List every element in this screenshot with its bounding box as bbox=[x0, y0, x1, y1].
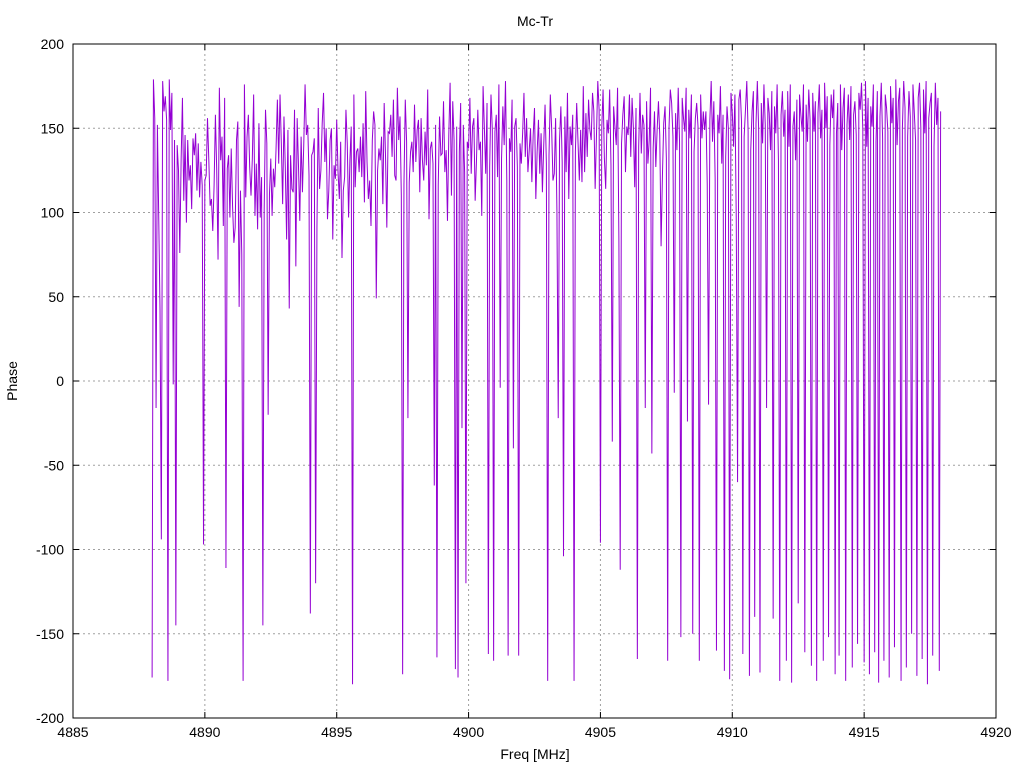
phase-series-line bbox=[151, 79, 942, 685]
y-tick-label: 150 bbox=[41, 120, 65, 136]
chart-title: Mc-Tr bbox=[517, 13, 553, 29]
y-tick-label: -150 bbox=[36, 626, 64, 642]
x-axis-ticks: 4885 4890 4895 4900 4905 4910 4915 4920 bbox=[57, 44, 1012, 740]
y-tick-label: -50 bbox=[44, 457, 64, 473]
y-tick-label: -100 bbox=[36, 542, 64, 558]
x-tick-label: 4920 bbox=[980, 724, 1011, 740]
y-tick-label: 100 bbox=[41, 205, 65, 221]
x-axis-title: Freq [MHz] bbox=[500, 746, 569, 762]
x-tick-label: 4895 bbox=[321, 724, 352, 740]
y-tick-label: 0 bbox=[56, 373, 64, 389]
x-tick-label: 4900 bbox=[453, 724, 484, 740]
series-layer bbox=[151, 79, 942, 685]
x-tick-label: 4915 bbox=[849, 724, 880, 740]
x-tick-label: 4890 bbox=[189, 724, 220, 740]
y-tick-label: -200 bbox=[36, 710, 64, 726]
x-tick-label: 4885 bbox=[57, 724, 88, 740]
y-axis-ticks: -200 -150 -100 -50 0 50 100 150 200 bbox=[36, 36, 996, 726]
y-tick-label: 50 bbox=[48, 289, 64, 305]
plot-frame bbox=[72, 43, 997, 719]
x-tick-label: 4910 bbox=[717, 724, 748, 740]
y-tick-label: 200 bbox=[41, 36, 65, 52]
y-axis-title: Phase bbox=[4, 361, 20, 401]
x-tick-label: 4905 bbox=[585, 724, 616, 740]
